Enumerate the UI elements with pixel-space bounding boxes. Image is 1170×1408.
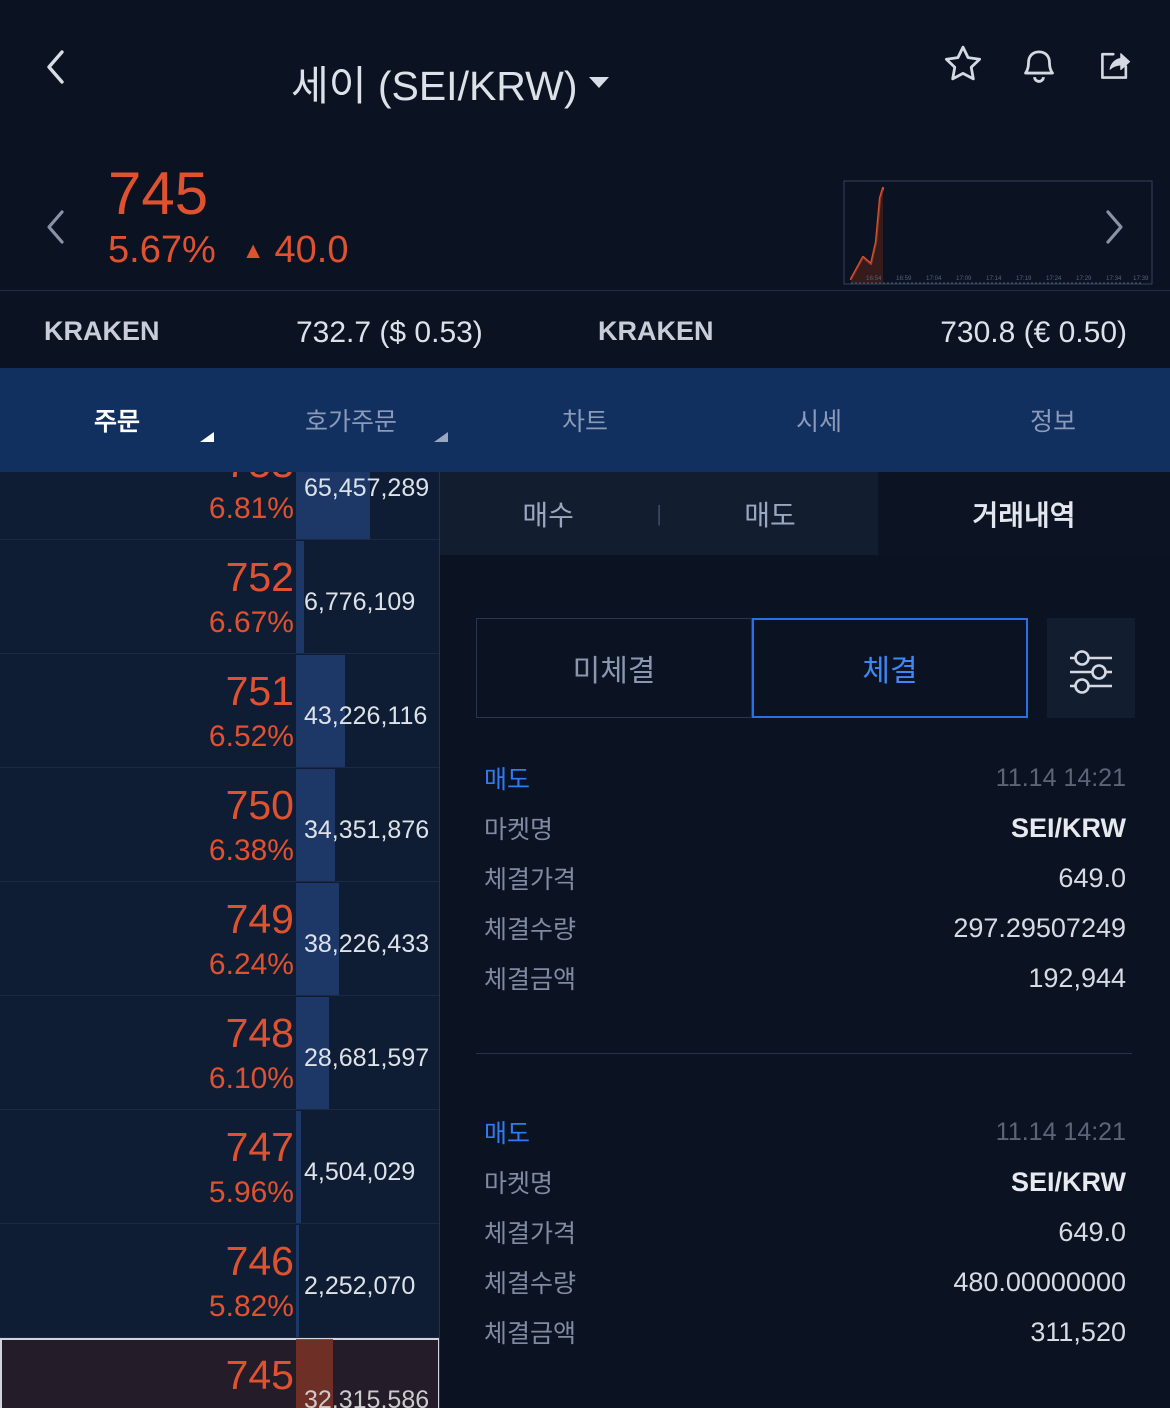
svg-text:17:14: 17:14 bbox=[986, 275, 1002, 282]
svg-text:16:54: 16:54 bbox=[866, 275, 882, 282]
svg-text:17:19: 17:19 bbox=[1016, 275, 1032, 282]
svg-text:17:39: 17:39 bbox=[1133, 275, 1149, 282]
svg-text:17:09: 17:09 bbox=[956, 275, 972, 282]
svg-text:17:29: 17:29 bbox=[1076, 275, 1092, 282]
svg-text:17:24: 17:24 bbox=[1046, 275, 1062, 282]
svg-text:17:04: 17:04 bbox=[926, 275, 942, 282]
svg-text:16:59: 16:59 bbox=[896, 275, 912, 282]
svg-text:17:34: 17:34 bbox=[1106, 275, 1122, 282]
